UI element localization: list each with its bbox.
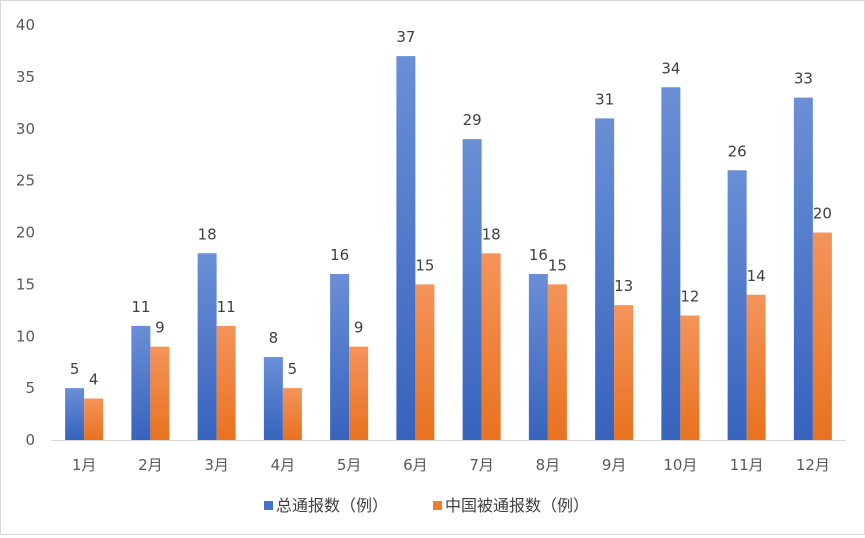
x-tick-label: 3月 — [204, 456, 229, 474]
data-label: 5 — [288, 360, 298, 378]
bar-china — [282, 388, 302, 440]
y-tick-label: 10 — [16, 327, 35, 345]
y-tick-label: 30 — [16, 120, 35, 138]
y-tick-label: 5 — [25, 379, 35, 397]
x-tick-label: 9月 — [602, 456, 627, 474]
y-axis: 0 5 10 15 20 25 30 35 40 — [16, 16, 35, 449]
data-label: 37 — [396, 28, 415, 46]
x-tick-label: 1月 — [72, 456, 97, 474]
bar-china — [481, 253, 501, 440]
data-labels: 5411918118516937152918161531133412261433… — [70, 28, 832, 388]
data-label: 14 — [747, 267, 766, 285]
legend-swatch — [433, 501, 442, 510]
bar-china — [415, 284, 435, 440]
x-tick-label: 10月 — [663, 456, 697, 474]
data-label: 12 — [680, 288, 699, 306]
bar-total — [197, 253, 217, 440]
x-tick-label: 11月 — [730, 456, 764, 474]
legend-label: 总通报数（例） — [276, 496, 388, 515]
bar-china — [812, 232, 832, 440]
data-label: 26 — [728, 142, 747, 160]
bar-total — [462, 139, 482, 440]
x-tick-label: 6月 — [403, 456, 428, 474]
bar-total — [263, 357, 283, 440]
y-tick-label: 20 — [16, 224, 35, 242]
bars — [65, 56, 832, 440]
x-tick-label: 7月 — [469, 456, 494, 474]
data-label: 31 — [595, 90, 614, 108]
x-tick-label: 2月 — [138, 456, 163, 474]
data-label: 8 — [269, 329, 279, 347]
data-label: 15 — [415, 256, 434, 274]
data-label: 9 — [155, 319, 165, 337]
y-tick-label: 40 — [16, 16, 35, 34]
bar-china — [614, 305, 634, 440]
data-label: 34 — [661, 59, 680, 77]
bar-total — [595, 118, 615, 440]
data-label: 33 — [794, 70, 813, 88]
bar-china — [150, 346, 170, 440]
x-tick-label: 5月 — [337, 456, 362, 474]
bar-total — [330, 274, 350, 440]
x-tick-label: 4月 — [271, 456, 296, 474]
bar-china — [680, 315, 700, 440]
data-label: 18 — [482, 225, 501, 243]
bar-total — [528, 274, 548, 440]
bar-total — [396, 56, 416, 440]
legend-label: 中国被通报数（例） — [445, 496, 589, 515]
bar-china — [746, 294, 766, 440]
bar-total — [793, 97, 813, 440]
bar-china — [547, 284, 567, 440]
data-label: 11 — [131, 298, 150, 316]
bar-total — [131, 325, 151, 440]
data-label: 29 — [463, 111, 482, 129]
x-axis: 1月 2月 3月 4月 5月 6月 7月 8月 9月 10月 11月 12月 — [51, 440, 846, 474]
bar-total — [65, 388, 85, 440]
bar-total — [727, 170, 747, 440]
data-label: 15 — [548, 256, 567, 274]
data-label: 20 — [813, 205, 832, 223]
data-label: 16 — [529, 246, 548, 264]
data-label: 4 — [89, 371, 99, 389]
bar-china — [349, 346, 369, 440]
data-label: 5 — [70, 360, 80, 378]
bar-china — [84, 398, 104, 440]
legend: 总通报数（例） 中国被通报数（例） — [264, 496, 589, 515]
data-label: 9 — [354, 319, 364, 337]
bar-china — [216, 325, 236, 440]
y-tick-label: 15 — [16, 275, 35, 293]
data-label: 11 — [217, 298, 236, 316]
y-tick-label: 35 — [16, 68, 35, 86]
y-tick-label: 0 — [25, 431, 35, 449]
x-tick-label: 8月 — [536, 456, 561, 474]
bar-total — [661, 87, 681, 440]
legend-swatch — [264, 501, 273, 510]
data-label: 18 — [198, 225, 217, 243]
data-label: 16 — [330, 246, 349, 264]
data-label: 13 — [614, 277, 633, 295]
y-tick-label: 25 — [16, 172, 35, 190]
x-tick-label: 12月 — [796, 456, 830, 474]
